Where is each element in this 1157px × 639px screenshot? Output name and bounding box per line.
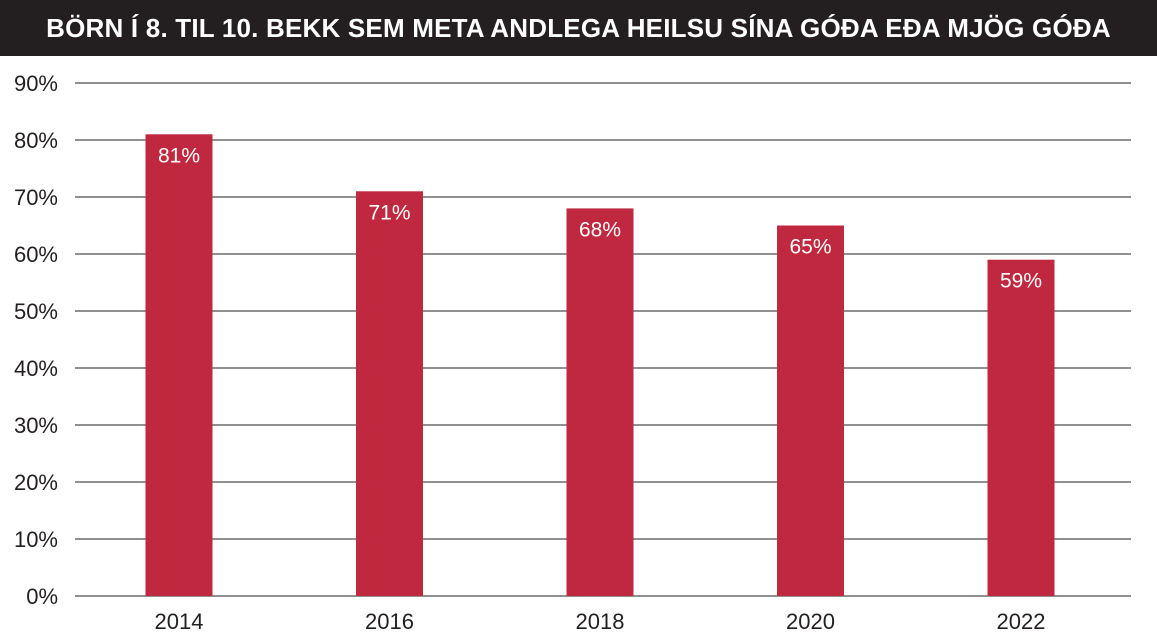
x-axis-tick-labels: 2014 2016 2018 2020 2022 <box>155 609 1046 634</box>
y-tick-label: 70% <box>14 185 58 210</box>
bar-chart: 0% 10% 20% 30% 40% 50% 60% 70% 80% 90% 81% 71% 68% 6… <box>14 71 1131 634</box>
x-tick-label-2016: 2016 <box>365 609 414 634</box>
x-tick-label-2014: 2014 <box>155 609 204 634</box>
y-tick-label: 60% <box>14 242 58 267</box>
x-tick-label-2022: 2022 <box>997 609 1046 634</box>
bar-2018 <box>566 208 634 596</box>
data-label-2016: 71% <box>368 201 410 224</box>
bars: 81% 71% 68% 65% 59% <box>145 134 1055 597</box>
y-tick-label: 10% <box>14 527 58 552</box>
y-tick-label: 30% <box>14 413 58 438</box>
y-axis-tick-labels: 0% 10% 20% 30% 40% 50% 60% 70% 80% 90% <box>14 71 58 609</box>
y-tick-label: 50% <box>14 299 58 324</box>
bar-2020 <box>777 225 844 596</box>
bar-2016 <box>356 191 423 597</box>
y-tick-label: 40% <box>14 356 58 381</box>
y-tick-label: 90% <box>14 71 58 96</box>
bar-2014 <box>145 134 213 597</box>
y-tick-label: 20% <box>14 470 58 495</box>
x-tick-label-2018: 2018 <box>576 609 625 634</box>
y-tick-label: 80% <box>14 128 58 153</box>
data-label-2022: 59% <box>1000 270 1042 293</box>
bar-2022 <box>987 259 1055 596</box>
data-label-2018: 68% <box>579 218 621 241</box>
x-tick-label-2020: 2020 <box>786 609 835 634</box>
y-tick-label: 0% <box>26 584 58 609</box>
data-label-2014: 81% <box>158 144 200 167</box>
chart-title: BÖRN Í 8. TIL 10. BEKK SEM META ANDLEGA … <box>0 0 1157 56</box>
data-label-2020: 65% <box>789 236 831 259</box>
